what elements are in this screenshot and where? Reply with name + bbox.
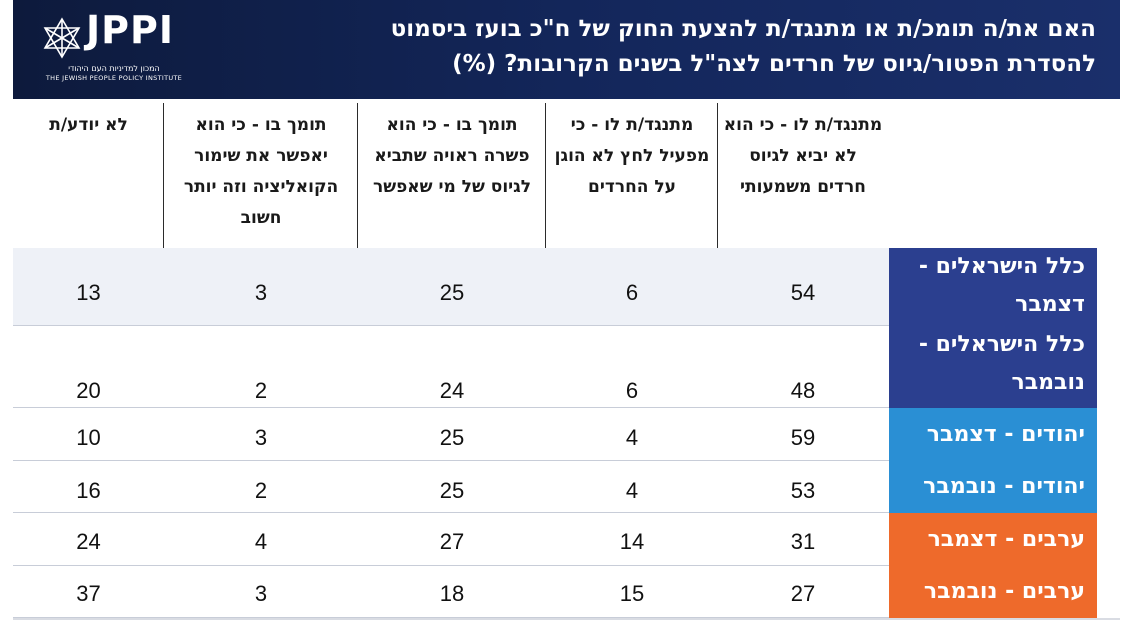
value-cell: 25: [439, 280, 465, 305]
column-separator: [357, 103, 358, 248]
title-line-1: האם את/ה תומכ/ת או מתנגד/ת להצעת החוק של…: [390, 16, 1096, 42]
value-cell: 4: [625, 425, 639, 450]
table-row: [13, 566, 889, 618]
value-cell: 25: [439, 478, 465, 503]
logo-wordmark: JPPI: [86, 8, 174, 52]
table-row: [13, 248, 889, 326]
value-cell: 6: [625, 280, 639, 305]
value-cell: 37: [76, 581, 101, 606]
logo-subtitle-english: THE JEWISH PEOPLE POLICY INSTITUTE: [45, 74, 183, 82]
column-header: תומך בו - כי הוא פשרה ראויה שתביא לגיוס …: [372, 115, 532, 197]
value-cell: 53: [790, 478, 816, 503]
table-row: [13, 408, 889, 461]
column-header: תומך בו - כי הוא יאפשר את שימור הקואליצי…: [183, 115, 339, 228]
value-cell: 13: [76, 280, 101, 305]
value-cell: 15: [619, 581, 645, 606]
row-label: כלל הישראלים - נובמבר: [889, 326, 1097, 408]
value-cell: 59: [790, 425, 816, 450]
jppi-logo: JPPI המכון למדיניות העם היהודי THE JEWIS…: [40, 8, 185, 84]
logo-subtitle-hebrew: המכון למדיניות העם היהודי: [68, 64, 160, 73]
chart-title: האם את/ה תומכ/ת או מתנגד/ת להצעת החוק של…: [296, 12, 1096, 82]
column-header: מתנגד/ת לו - כי מפעיל לחץ לא הוגן על החר…: [554, 115, 710, 197]
row-label: כלל הישראלים - דצמבר: [889, 248, 1097, 326]
value-cell: 25: [439, 425, 465, 450]
bottom-divider: [13, 618, 1120, 620]
header-banner: JPPI המכון למדיניות העם היהודי THE JEWIS…: [13, 0, 1120, 99]
table-row: [13, 326, 889, 408]
value-cell: 14: [619, 529, 645, 554]
value-cell: 18: [439, 581, 465, 606]
row-label: יהודים - נובמבר: [889, 461, 1097, 513]
column-separator: [163, 103, 164, 248]
value-cell: 2: [254, 378, 268, 403]
value-cell: 24: [76, 529, 101, 554]
value-cell: 3: [254, 280, 268, 305]
column-header: מתנגד/ת לו - כי הוא לא יביא לגיוס חרדים …: [723, 115, 883, 197]
value-cell: 16: [76, 478, 101, 503]
table-row: [13, 461, 889, 513]
row-label: ערבים - דצמבר: [889, 513, 1097, 566]
value-cell: 3: [254, 425, 268, 450]
value-cell: 4: [625, 478, 639, 503]
value-cell: 24: [439, 378, 465, 403]
column-separator: [717, 103, 718, 248]
value-cell: 31: [790, 529, 816, 554]
star-of-david-icon: [43, 17, 81, 59]
title-line-2: להסדרת הפטור/גיוס של חרדים לצה"ל בשנים ה…: [452, 51, 1096, 77]
column-separator: [545, 103, 546, 248]
value-cell: 20: [76, 378, 101, 403]
value-cell: 10: [76, 425, 101, 450]
value-cell: 4: [254, 529, 268, 554]
row-label: ערבים - נובמבר: [889, 566, 1097, 618]
value-cell: 27: [790, 581, 816, 606]
value-cell: 6: [625, 378, 639, 403]
column-header: לא יודע/ת: [49, 115, 128, 135]
value-cell: 27: [439, 529, 465, 554]
row-label: יהודים - דצמבר: [889, 408, 1097, 461]
value-cell: 54: [790, 280, 816, 305]
table-row: [13, 513, 889, 566]
value-cell: 48: [790, 378, 816, 403]
value-cell: 2: [254, 478, 268, 503]
value-cell: 3: [254, 581, 268, 606]
